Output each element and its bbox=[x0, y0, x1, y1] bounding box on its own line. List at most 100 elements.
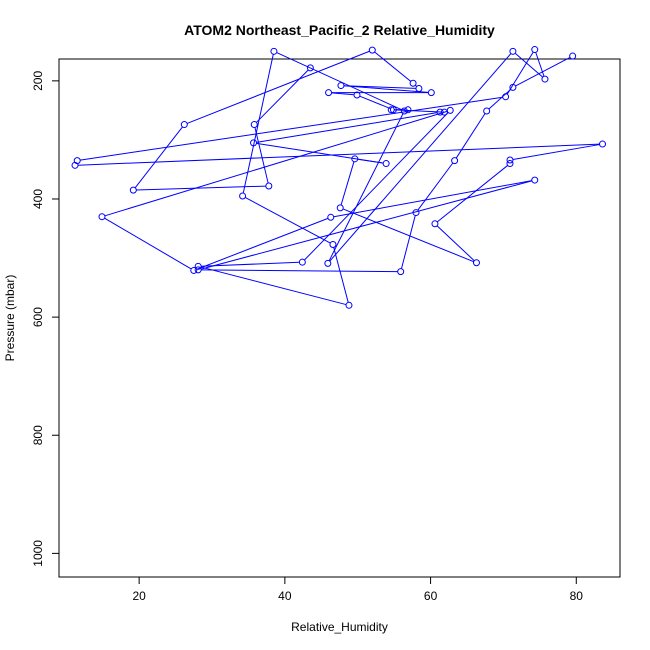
data-point bbox=[446, 106, 454, 114]
data-point bbox=[412, 209, 420, 217]
data-point bbox=[250, 139, 258, 147]
data-point bbox=[337, 82, 345, 90]
data-point bbox=[409, 79, 417, 87]
data-point bbox=[436, 108, 444, 116]
data-point bbox=[327, 213, 335, 221]
data-point bbox=[531, 46, 539, 54]
data-point bbox=[180, 121, 188, 129]
data-point bbox=[298, 258, 306, 266]
data-point bbox=[451, 157, 459, 165]
data-point bbox=[404, 106, 412, 114]
data-point bbox=[531, 176, 539, 184]
data-point bbox=[509, 83, 517, 91]
series-segment bbox=[506, 51, 534, 95]
data-point bbox=[541, 75, 549, 83]
data-point bbox=[325, 89, 333, 97]
series-segment bbox=[514, 52, 544, 78]
data-point bbox=[270, 47, 278, 55]
y-tick-label: 800 bbox=[31, 425, 45, 445]
series-segment bbox=[359, 95, 391, 110]
series-segment bbox=[331, 92, 355, 96]
series-segment bbox=[78, 143, 600, 166]
data-point bbox=[306, 64, 314, 72]
data-point bbox=[502, 93, 510, 101]
x-tick-label: 20 bbox=[132, 589, 146, 603]
data-point bbox=[389, 106, 397, 114]
data-point bbox=[353, 91, 361, 99]
plot-area bbox=[71, 46, 607, 309]
data-point bbox=[345, 301, 353, 309]
y-tick-label: 400 bbox=[31, 189, 45, 209]
data-point bbox=[324, 259, 332, 267]
data-point bbox=[329, 240, 337, 248]
y-axis-label: Pressure (mbar) bbox=[3, 275, 17, 362]
series-segment bbox=[333, 247, 349, 303]
y-tick-label: 200 bbox=[31, 71, 45, 91]
data-point bbox=[483, 107, 491, 115]
series-segment bbox=[328, 113, 404, 261]
series-segment bbox=[394, 109, 442, 113]
series-segment bbox=[134, 126, 183, 189]
series-segment bbox=[488, 88, 512, 110]
series-segment bbox=[276, 52, 402, 111]
data-point bbox=[509, 47, 517, 55]
x-axis-label: Relative_Humidity bbox=[291, 620, 388, 634]
data-point bbox=[431, 220, 439, 228]
x-axis: 20 40 60 80 bbox=[132, 576, 584, 603]
series-segment bbox=[245, 197, 331, 244]
x-tick-label: 60 bbox=[424, 589, 438, 603]
chart-title: ATOM2 Northeast_Pacific_2 Relative_Humid… bbox=[184, 22, 495, 38]
y-tick-label: 1000 bbox=[31, 540, 45, 567]
series-segment bbox=[196, 217, 329, 270]
data-point bbox=[506, 160, 514, 168]
data-point bbox=[129, 186, 137, 194]
series-segment bbox=[417, 162, 454, 211]
data-point bbox=[190, 266, 198, 274]
series-segment bbox=[343, 85, 429, 93]
series-segment bbox=[200, 180, 532, 270]
x-tick-label: 80 bbox=[570, 589, 584, 603]
series-segment bbox=[515, 56, 571, 87]
series-segment bbox=[455, 113, 486, 159]
series-segment bbox=[343, 85, 416, 89]
data-point bbox=[265, 182, 273, 190]
series-segment bbox=[512, 144, 600, 160]
data-point bbox=[569, 52, 577, 60]
data-point bbox=[194, 262, 202, 270]
series-segment bbox=[436, 165, 508, 223]
data-point bbox=[351, 155, 359, 163]
data-point bbox=[73, 157, 81, 165]
series-segment bbox=[342, 208, 474, 263]
series-segment bbox=[104, 217, 192, 270]
data-point bbox=[599, 140, 607, 148]
data-point bbox=[472, 259, 480, 267]
data-point bbox=[336, 204, 344, 212]
series-segment bbox=[201, 269, 398, 273]
y-axis: 200 400 600 800 1000 bbox=[31, 71, 60, 567]
data-point bbox=[415, 85, 423, 93]
data-point bbox=[397, 268, 405, 276]
data-point bbox=[194, 266, 202, 274]
data-point bbox=[400, 107, 408, 115]
series-segment bbox=[80, 96, 503, 161]
data-point bbox=[387, 106, 395, 114]
data-point bbox=[368, 46, 376, 54]
data-point bbox=[382, 160, 390, 168]
data-point bbox=[427, 89, 435, 97]
series-segment bbox=[340, 161, 355, 206]
data-point bbox=[98, 213, 106, 221]
series-segment bbox=[374, 51, 412, 82]
series-segment bbox=[400, 215, 416, 269]
series-segment bbox=[104, 110, 448, 217]
series-segment bbox=[186, 50, 370, 124]
x-tick-label: 40 bbox=[278, 589, 292, 603]
series-segment bbox=[333, 180, 532, 218]
series-segment bbox=[201, 261, 300, 267]
y-tick-label: 600 bbox=[31, 307, 45, 327]
data-point bbox=[239, 192, 247, 200]
series-segment bbox=[200, 266, 347, 306]
series-segment bbox=[436, 225, 475, 262]
series-segment bbox=[256, 112, 438, 143]
